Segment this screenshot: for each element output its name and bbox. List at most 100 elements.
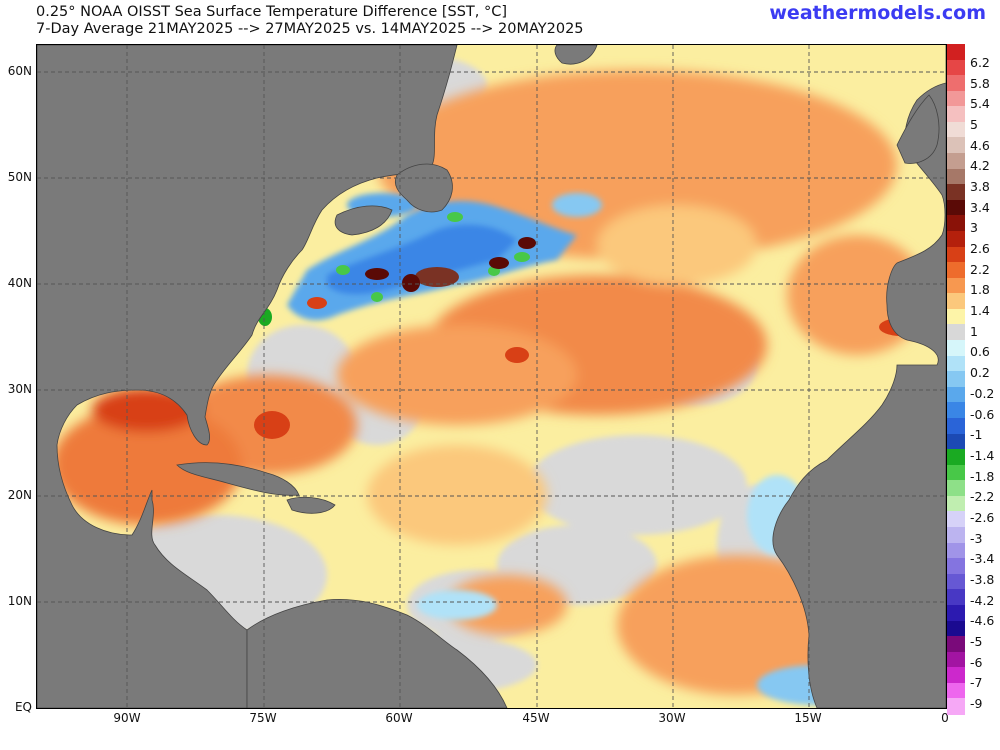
colorbar-label: 4.6 <box>970 137 990 153</box>
colorbar-segment <box>947 230 965 248</box>
colorbar-segment <box>947 355 965 372</box>
lon-label-90w: 90W <box>113 711 141 725</box>
colorbar-label: 0.6 <box>970 344 990 360</box>
nova-scotia-land <box>334 205 393 236</box>
colorbar-label: -3 <box>970 530 983 546</box>
colorbar-segment <box>947 604 965 622</box>
sst-anomaly-map[interactable] <box>36 44 947 709</box>
colorbar-segment <box>947 386 965 403</box>
map-title: 0.25° NOAA OISST Sea Surface Temperature… <box>36 4 584 38</box>
colorbar-label: -1.8 <box>970 468 995 484</box>
colorbar-segment <box>947 449 965 466</box>
colorbar-segment <box>947 75 965 92</box>
colorbar-label: -3.4 <box>970 551 995 567</box>
lon-label-75w: 75W <box>249 711 277 725</box>
colorbar-segment <box>947 417 965 435</box>
colorbar-segment <box>947 199 965 216</box>
colorbar-label: -3.8 <box>970 571 995 587</box>
south-america-land <box>246 599 508 708</box>
colorbar-label: -7 <box>970 675 983 691</box>
colorbar-label: -0.2 <box>970 385 995 401</box>
colorbar-segment <box>947 495 965 513</box>
colorbar-label: 5.8 <box>970 75 990 91</box>
colorbar-segment <box>947 308 965 326</box>
colorbar-segment <box>947 246 965 263</box>
colorbar-label: -9 <box>970 696 983 711</box>
europe-africa-land <box>772 45 946 708</box>
brand-link[interactable]: weathermodels.com <box>769 2 986 24</box>
colorbar-segment <box>947 573 965 590</box>
lon-label-30w: 30W <box>658 711 686 725</box>
colorbar-segment <box>947 464 965 481</box>
lon-label-60w: 60W <box>385 711 413 725</box>
colorbar-label: -1 <box>970 427 983 443</box>
title-line-1: 0.25° NOAA OISST Sea Surface Temperature… <box>36 4 508 20</box>
colorbar-segment <box>947 121 965 139</box>
colorbar-segment <box>947 324 965 341</box>
colorbar-segment <box>947 90 965 107</box>
lon-label-15w: 15W <box>794 711 822 725</box>
hispaniola-land <box>286 496 336 514</box>
colorbar-label: 1 <box>970 323 978 339</box>
colorbar-segment <box>947 106 965 123</box>
north-america-land <box>37 45 458 708</box>
colorbar-label: 0.2 <box>970 365 990 381</box>
lat-label-30n: 30N <box>7 382 32 396</box>
colorbar-label: -4.6 <box>970 613 995 629</box>
colorbar-label: 2.6 <box>970 241 990 257</box>
lat-label-10n: 10N <box>7 594 32 608</box>
colorbar-label: -6 <box>970 654 983 670</box>
britain-land <box>896 94 940 164</box>
colorbar-segment <box>947 480 965 497</box>
colorbar-label: -4.2 <box>970 592 995 608</box>
colorbar-segment <box>947 511 965 528</box>
colorbar-label: 5 <box>970 117 978 133</box>
colorbar-segment <box>947 168 965 185</box>
colorbar-segment <box>947 620 965 637</box>
title-line-2: 7-Day Average 21MAY2025 --> 27MAY2025 vs… <box>36 21 584 37</box>
colorbar-segment <box>947 589 965 606</box>
lat-label-60n: 60N <box>7 64 32 78</box>
graticule <box>37 45 946 708</box>
colorbar <box>947 44 965 715</box>
colorbar-segment <box>947 153 965 170</box>
colorbar-segment <box>947 215 965 232</box>
colorbar-segment <box>947 667 965 684</box>
colorbar-segment <box>947 433 965 450</box>
cuba-land <box>176 462 300 496</box>
lon-label-0: 0 <box>941 711 949 725</box>
lat-label-50n: 50N <box>7 170 32 184</box>
colorbar-segment <box>947 558 965 575</box>
colorbar-label: -2.6 <box>970 509 995 525</box>
colorbar-segment <box>947 293 965 310</box>
colorbar-label: 3.4 <box>970 199 990 215</box>
lat-label-20n: 20N <box>7 488 32 502</box>
colorbar-segment <box>947 682 965 699</box>
colorbar-segment <box>947 277 965 294</box>
colorbar-label: 1.4 <box>970 303 990 319</box>
colorbar-segment <box>947 651 965 668</box>
lat-label-eq: EQ <box>14 700 32 714</box>
colorbar-label: -5 <box>970 633 983 649</box>
colorbar-segment <box>947 542 965 559</box>
colorbar-segment <box>947 698 965 715</box>
colorbar-segment <box>947 184 965 201</box>
lon-label-45w: 45W <box>522 711 550 725</box>
newfoundland-land <box>394 163 453 213</box>
colorbar-segment <box>947 137 965 154</box>
colorbar-label: -0.6 <box>970 406 995 422</box>
colorbar-segment <box>947 636 965 653</box>
colorbar-label: -1.4 <box>970 447 995 463</box>
colorbar-label: 2.2 <box>970 261 990 277</box>
colorbar-segment <box>947 262 965 279</box>
colorbar-label: 3 <box>970 220 978 236</box>
colorbar-label: 6.2 <box>970 55 990 70</box>
colorbar-segment <box>947 340 965 357</box>
lat-label-40n: 40N <box>7 276 32 290</box>
colorbar-segment <box>947 402 965 419</box>
colorbar-segment <box>947 371 965 388</box>
land-masses <box>37 45 946 708</box>
colorbar-label: 4.2 <box>970 158 990 174</box>
colorbar-segment <box>947 59 965 76</box>
colorbar-label: 1.8 <box>970 282 990 298</box>
